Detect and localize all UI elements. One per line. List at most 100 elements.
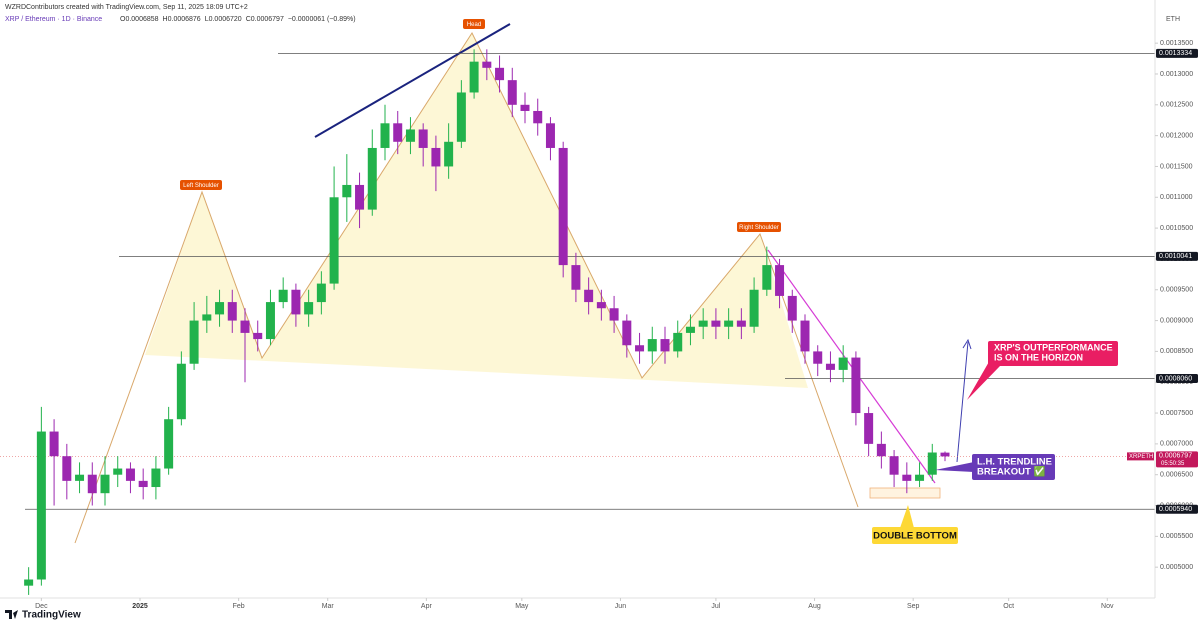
candle-body <box>864 413 874 444</box>
double-bottom-box <box>869 487 941 499</box>
candle-body <box>227 302 237 321</box>
candle-body <box>265 302 275 340</box>
rs-label-box <box>737 222 781 232</box>
x-tick-label: Dec <box>35 603 48 610</box>
candle-body <box>380 123 390 148</box>
level-tag <box>1156 48 1198 58</box>
candle-body <box>202 314 212 321</box>
candle-body <box>393 123 403 142</box>
x-tick-label: Mar <box>322 603 335 610</box>
x-tick-label: Aug <box>808 603 821 610</box>
candle-body <box>825 363 835 370</box>
breakout-1: L.H. TRENDLINE <box>977 457 1052 468</box>
ohlc-value: C0.0006797 <box>246 16 284 23</box>
brand-logo <box>5 610 18 619</box>
outperformance-2: IS ON THE HORIZON <box>994 352 1083 362</box>
yellow-pointer <box>900 505 914 528</box>
candle-body <box>113 468 123 475</box>
candle-body <box>215 302 225 315</box>
x-tick-label: Sep <box>907 603 920 610</box>
candle-body <box>724 320 734 327</box>
ohlc-value: −0.0000061 (−0.89%) <box>288 16 356 23</box>
candle-body <box>495 67 505 81</box>
candle-body <box>775 265 785 296</box>
header-title: WZRDContributors created with TradingVie… <box>5 4 248 11</box>
candle-body <box>291 289 301 315</box>
level-tag <box>1156 504 1198 514</box>
y-tick-label: 0.0010500 <box>1160 225 1193 232</box>
candle-body <box>698 320 708 327</box>
purple-box <box>972 454 1055 480</box>
purple-pointer <box>935 462 974 472</box>
x-tick-label: Oct <box>1003 603 1014 610</box>
yellow-box <box>872 527 958 544</box>
axes: 0.00050000.00055000.00060000.00065000.00… <box>35 40 1198 610</box>
candle-body <box>660 339 670 352</box>
candle-body <box>75 474 85 481</box>
candle-body <box>889 456 899 475</box>
candle-body <box>151 468 161 488</box>
y-tick-label: 0.0012000 <box>1160 132 1193 139</box>
candle-body <box>482 61 492 68</box>
y-tick-label: 0.0013500 <box>1160 40 1193 47</box>
y-tick-label: 0.0007000 <box>1160 441 1193 448</box>
x-tick-label: Jun <box>615 603 626 610</box>
arrow-up <box>956 341 969 463</box>
y-tick-label: 0.0007500 <box>1160 410 1193 417</box>
pink-pointer <box>967 360 1000 400</box>
candle-body <box>138 480 148 488</box>
level-label: 0.0008060 <box>1159 375 1192 382</box>
ohlc-value: O0.0006858 <box>120 16 159 23</box>
symbol-tag: XRPETH <box>1129 454 1153 460</box>
candle-body <box>100 474 110 494</box>
candle-body <box>635 345 645 352</box>
candle-body <box>622 320 632 346</box>
y-tick-label: 0.0005500 <box>1160 533 1193 540</box>
candle-body <box>762 265 772 290</box>
x-tick-label: 2025 <box>132 603 148 610</box>
candle-body <box>787 295 797 321</box>
level-label: 0.0013334 <box>1159 50 1192 57</box>
x-tick-label: May <box>515 603 529 610</box>
x-tick-label: Apr <box>421 603 433 610</box>
pattern-outline <box>74 31 859 544</box>
candle-body <box>876 443 886 457</box>
candle-body <box>838 357 848 370</box>
x-tick-label: Nov <box>1101 603 1114 610</box>
candle-body <box>584 289 594 303</box>
countdown: 05:50:35 <box>1161 461 1185 467</box>
candle-body <box>329 197 339 284</box>
rs-label: Right Shoulder <box>739 225 779 231</box>
y-tick-label: 0.0008500 <box>1160 348 1193 355</box>
candle-body <box>571 265 581 290</box>
level-tag <box>1156 251 1198 261</box>
candle-body <box>469 61 479 93</box>
candle-body <box>533 110 543 124</box>
candle-body <box>304 302 314 315</box>
candle-body <box>609 308 619 321</box>
candle-body <box>49 431 59 457</box>
plot <box>0 49 1155 595</box>
candle-body <box>24 579 34 586</box>
level-label: 0.0005940 <box>1159 506 1192 513</box>
arrow-head <box>962 338 972 350</box>
candle-body <box>456 92 466 142</box>
candle-body <box>673 332 683 352</box>
candle-body <box>596 302 606 309</box>
candle-body <box>164 419 174 469</box>
last-price-box <box>1156 451 1198 468</box>
ls-label: Left Shoulder <box>183 183 219 189</box>
x-tick-label: Jul <box>711 603 720 610</box>
ohlc-value: H0.0006876 <box>163 16 201 23</box>
candle-body <box>36 431 46 580</box>
symbol-tag-box <box>1127 452 1154 461</box>
y-tick-label: 0.0009500 <box>1160 287 1193 294</box>
candle-body <box>800 320 810 352</box>
candle-body <box>507 80 517 105</box>
head-label: Head <box>467 22 481 28</box>
candle-body <box>367 147 377 210</box>
candle-body <box>813 351 823 364</box>
candle-body <box>915 474 925 481</box>
trendline-top <box>314 23 511 138</box>
